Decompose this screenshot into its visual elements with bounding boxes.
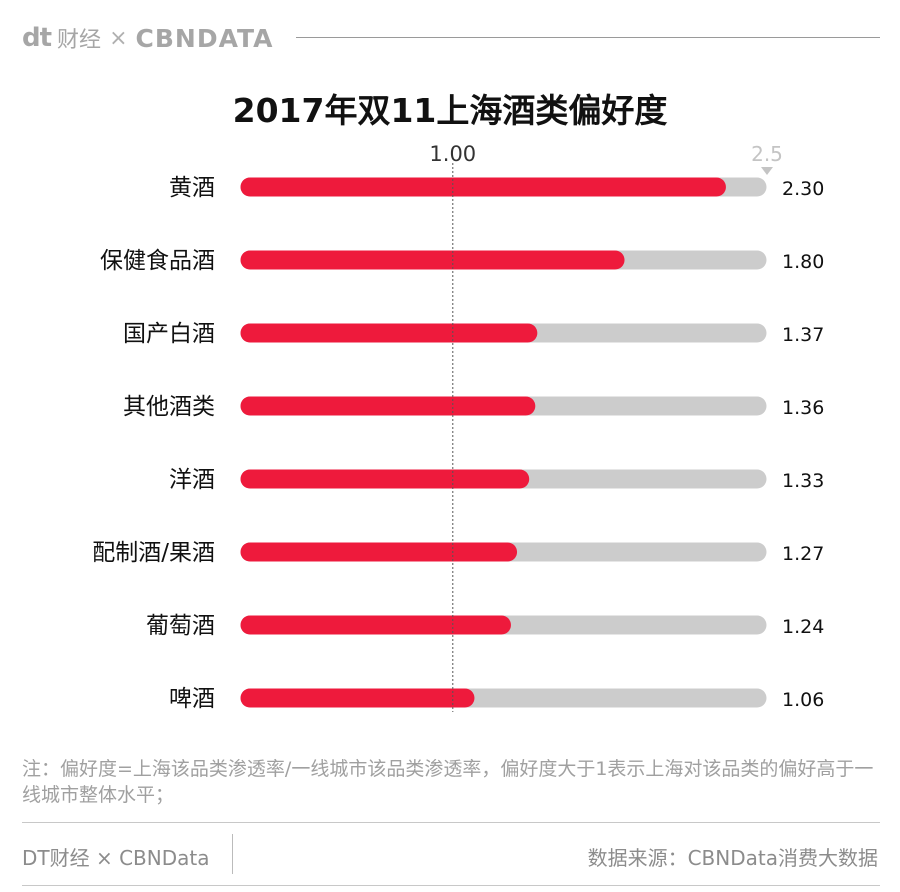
value-label: 1.80: [782, 251, 824, 273]
chart-note: 注：偏好度=上海该品类渗透率/一线城市该品类渗透率，偏好度大于1表示上海对该品类…: [22, 758, 874, 806]
logo-times: ×: [109, 25, 128, 51]
footer-divider: [22, 822, 880, 823]
value-label: 2.30: [782, 178, 824, 200]
brand-logo: dt 财经 × CBNDATA: [22, 22, 273, 54]
category-label: 洋酒: [169, 467, 215, 493]
bar-chart: 黄酒 2.30 保健食品酒 1.80 国产白酒 1.37 其他酒类 1.36 洋酒 1.33 配制酒…: [92, 142, 824, 712]
value-label: 1.37: [782, 324, 824, 346]
value-label: 1.33: [782, 470, 824, 492]
category-label: 配制酒/果酒: [92, 540, 215, 566]
category-label: 黄酒: [169, 175, 215, 201]
bottom-divider: [22, 885, 880, 886]
value-label: 1.24: [782, 616, 824, 638]
logo-dt: dt: [22, 23, 52, 53]
category-label: 保健食品酒: [100, 248, 215, 274]
value-label: 1.36: [782, 397, 824, 419]
chart-title: 2017年双11上海酒类偏好度: [232, 91, 668, 130]
data-source: 数据来源：CBNData消费大数据: [587, 846, 878, 870]
value-label: 1.06: [782, 689, 824, 711]
category-label: 其他酒类: [123, 394, 215, 420]
header-divider: [296, 37, 880, 38]
value-label: 1.27: [782, 543, 824, 565]
category-label: 葡萄酒: [146, 613, 215, 639]
footer-separator: [232, 834, 233, 874]
category-label: 啤酒: [169, 686, 215, 712]
max-label: 2.5: [751, 142, 783, 166]
max-marker-icon: [761, 167, 773, 175]
logo-cbndata: CBNDATA: [135, 23, 274, 53]
category-label: 国产白酒: [123, 321, 215, 347]
reference-label: 1.00: [429, 142, 476, 166]
footer-brand: DT财经 × CBNData: [22, 846, 210, 870]
logo-caijing: 财经: [57, 28, 102, 53]
